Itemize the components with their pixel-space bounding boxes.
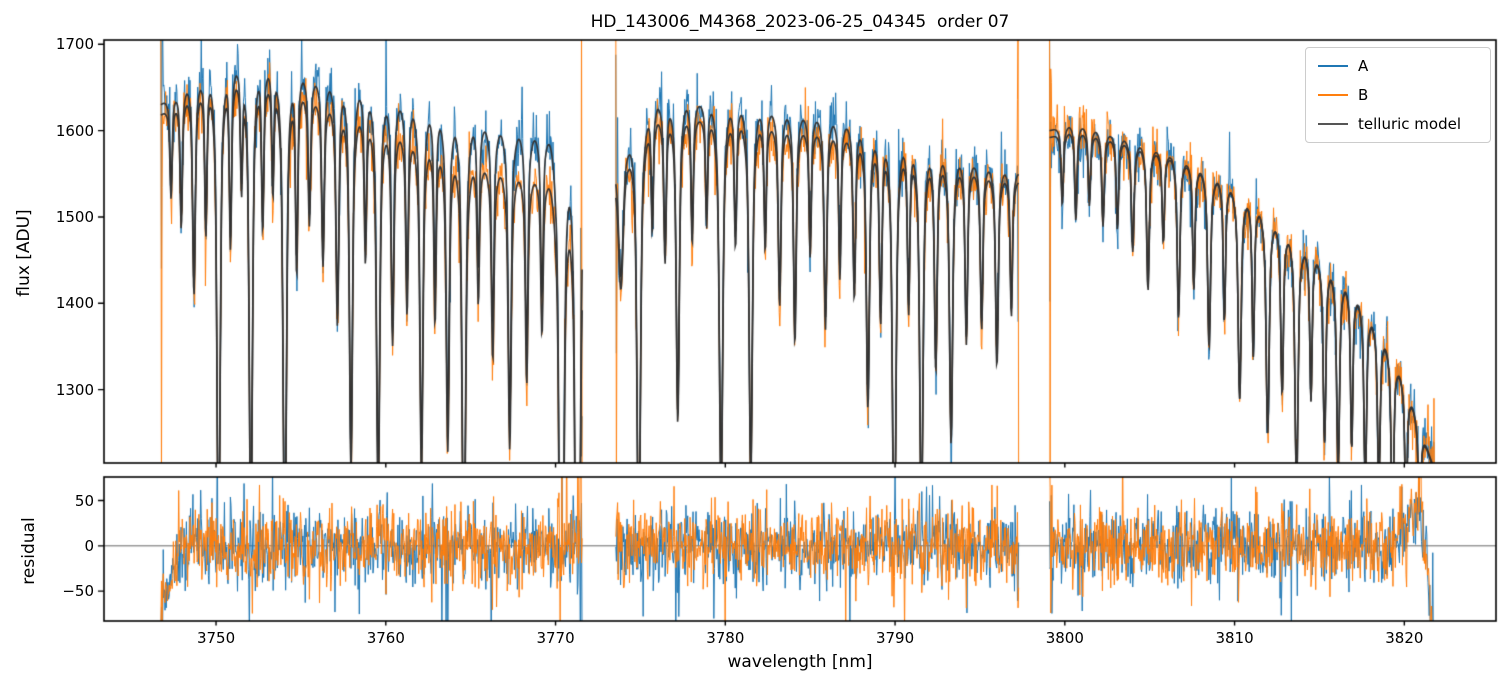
residual-tick-label: −50 bbox=[62, 582, 94, 601]
x-tick-label: 3780 bbox=[706, 629, 745, 647]
x-tick-label: 3760 bbox=[366, 629, 405, 647]
legend-label: A bbox=[1358, 57, 1369, 76]
legend-line-swatch bbox=[1318, 93, 1348, 96]
legend-label: telluric model bbox=[1358, 114, 1462, 133]
legend-label: B bbox=[1358, 85, 1369, 104]
x-tick-label: 3810 bbox=[1215, 629, 1254, 647]
flux-tick-label: 1500 bbox=[55, 207, 94, 226]
residual-tick-label: 0 bbox=[84, 536, 94, 555]
flux-tick-label: 1700 bbox=[55, 35, 94, 54]
flux-axis-label: flux [ADU] bbox=[14, 209, 34, 297]
x-tick-label: 3800 bbox=[1045, 629, 1084, 647]
x-tick-label: 3820 bbox=[1385, 629, 1424, 647]
residual-tick-label: 50 bbox=[74, 491, 94, 510]
flux-tick-label: 1600 bbox=[55, 121, 94, 140]
legend-entry-a: A bbox=[1306, 53, 1490, 79]
x-tick-label: 3750 bbox=[196, 629, 236, 647]
flux-tick-label: 1300 bbox=[55, 380, 94, 399]
legend-entry-telluric-model: telluric model bbox=[1306, 111, 1490, 137]
legend-entry-b: B bbox=[1306, 82, 1490, 108]
legend-line-swatch bbox=[1318, 122, 1348, 125]
legend-line-swatch bbox=[1318, 65, 1348, 68]
flux-tick-label: 1400 bbox=[55, 294, 94, 313]
x-tick-label: 3770 bbox=[536, 629, 575, 647]
wavelength-axis-label: wavelength [nm] bbox=[727, 652, 873, 672]
plot-title: HD_143006_M4368_2023-06-25_04345 order 0… bbox=[590, 12, 1010, 32]
x-tick-label: 3790 bbox=[875, 629, 915, 647]
